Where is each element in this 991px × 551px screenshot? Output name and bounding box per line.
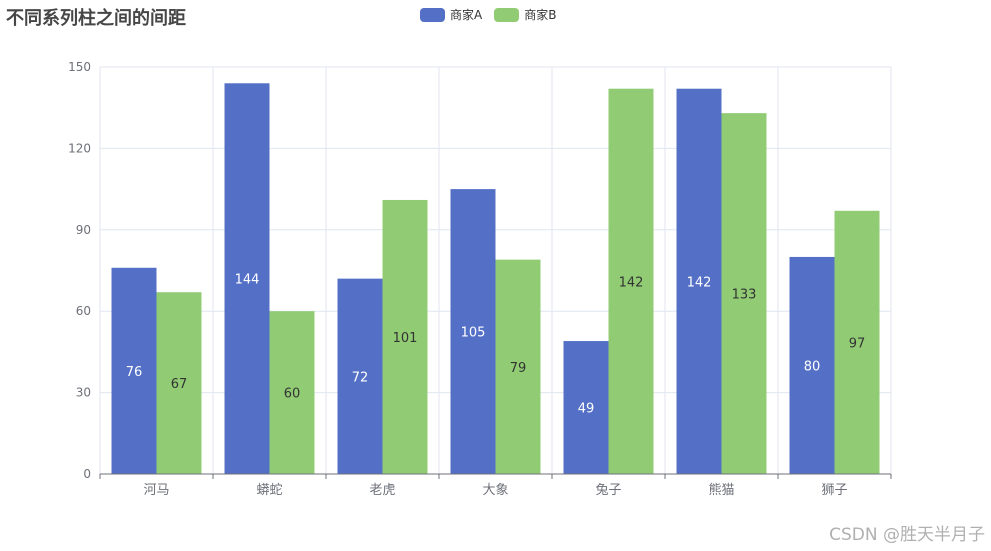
y-tick-label-0: 0 — [83, 467, 91, 481]
data-label-b-6: 97 — [849, 336, 866, 351]
x-tick-label-2: 老虎 — [369, 483, 395, 498]
chart-title: 不同系列柱之间的间距 — [6, 8, 186, 29]
legend-label-series-b: 商家B — [524, 8, 557, 22]
data-label-b-5: 133 — [732, 288, 757, 303]
bar-a-0 — [111, 267, 157, 474]
data-label-a-2: 72 — [352, 370, 369, 385]
data-label-a-0: 76 — [126, 365, 143, 380]
data-label-b-3: 79 — [510, 361, 527, 376]
bar-b-5 — [721, 113, 767, 475]
data-label-b-0: 67 — [171, 377, 188, 392]
data-label-b-2: 101 — [393, 331, 418, 346]
legend-swatch-series-b — [494, 7, 520, 22]
bar-b-3 — [495, 259, 541, 474]
bar-a-4 — [563, 341, 609, 474]
data-label-a-3: 105 — [461, 326, 486, 341]
legend-label-series-a: 商家A — [450, 8, 483, 22]
bar-b-6 — [834, 210, 880, 474]
x-tick-label-1: 蟒蛇 — [256, 483, 282, 498]
x-tick-label-0: 河马 — [143, 483, 169, 498]
x-tick-label-3: 大象 — [482, 483, 508, 498]
data-label-b-1: 60 — [284, 387, 301, 402]
bar-b-0 — [156, 292, 202, 474]
x-tick-label-5: 熊猫 — [708, 482, 734, 498]
bar-a-2 — [337, 278, 383, 474]
legend-swatch-series-a — [420, 7, 445, 22]
legend-item-series-a[interactable]: 商家A — [420, 6, 482, 23]
x-tick-label-6: 狮子 — [821, 483, 847, 498]
bar-a-1 — [224, 83, 270, 474]
data-label-a-4: 49 — [578, 402, 595, 417]
data-label-a-5: 142 — [687, 275, 712, 290]
legend[interactable]: 商家A 商家B — [420, 6, 556, 23]
y-tick-label-5: 150 — [68, 60, 91, 74]
data-label-a-1: 144 — [235, 273, 260, 288]
bar-b-4 — [608, 88, 654, 474]
y-tick-label-4: 120 — [68, 141, 91, 155]
y-tick-label-2: 60 — [76, 304, 91, 318]
legend-item-series-b[interactable]: 商家B — [494, 6, 556, 23]
y-tick-label-1: 30 — [76, 386, 91, 400]
bar-a-3 — [450, 189, 496, 474]
bar-b-2 — [382, 199, 428, 474]
bar-a-6 — [789, 256, 835, 474]
bar-b-1 — [269, 311, 315, 474]
x-tick-label-4: 兔子 — [595, 483, 621, 498]
data-label-b-4: 142 — [619, 275, 644, 290]
watermark: CSDN @胜天半月子 — [829, 525, 985, 545]
y-tick-label-3: 90 — [76, 223, 91, 237]
data-label-a-6: 80 — [804, 359, 821, 374]
bar-a-5 — [676, 88, 722, 474]
